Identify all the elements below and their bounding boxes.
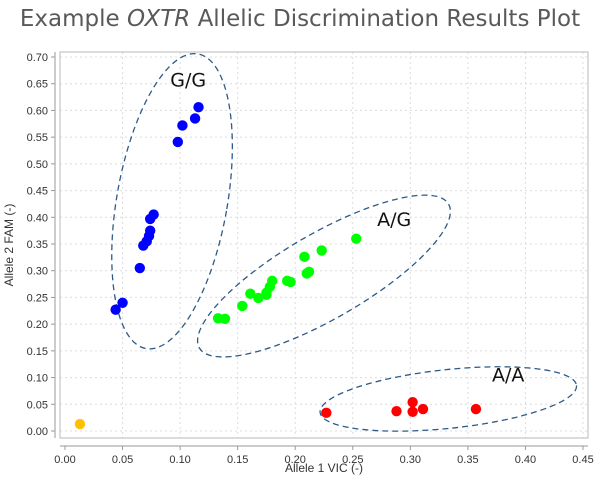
y-tick-label: 0.45 — [27, 186, 48, 198]
title-gene-name: OXTR — [126, 6, 191, 32]
y-tick-label: 0.05 — [27, 399, 48, 411]
y-tick-label: 0.30 — [27, 266, 48, 278]
x-tick-label: 0.00 — [54, 454, 75, 466]
data-point — [407, 396, 418, 408]
y-tick-label: 0.15 — [27, 346, 48, 358]
y-tick-label: 0.40 — [27, 212, 48, 224]
cluster-ellipses — [111, 52, 578, 432]
x-tick-label: 0.05 — [112, 454, 133, 466]
data-point — [301, 268, 312, 279]
y-tick-label: 0.35 — [27, 239, 48, 251]
chart-title: Example OXTR Allelic Discrimination Resu… — [0, 6, 600, 32]
data-point — [193, 102, 204, 113]
y-tick-label: 0.10 — [27, 373, 48, 385]
y-tick-label: 0.55 — [27, 132, 48, 144]
series-g-g — [110, 102, 204, 315]
data-point — [351, 233, 362, 244]
data-point — [417, 403, 429, 415]
x-tick-label: 0.20 — [285, 454, 306, 466]
y-tick-label: 0.50 — [27, 159, 48, 171]
data-point — [189, 113, 201, 124]
data-point — [285, 276, 296, 288]
y-tick-label: 0.60 — [27, 105, 48, 117]
series-a-g — [212, 233, 362, 324]
data-point — [177, 120, 188, 131]
data-point — [144, 213, 156, 225]
cluster-label-a-g: A/G — [377, 209, 411, 231]
title-part-1: Example — [19, 6, 127, 32]
x-axis-label: Allele 1 VIC (-) — [285, 461, 363, 475]
x-tick-label: 0.40 — [515, 454, 536, 466]
y-tick-label: 0.25 — [27, 292, 48, 304]
data-point — [316, 245, 327, 256]
x-tick-label: 0.25 — [342, 454, 363, 466]
plot-area — [59, 51, 589, 439]
cluster-ellipse-a-g — [196, 194, 452, 358]
title-part-3: Allelic Discrimination Results Plot — [190, 6, 581, 32]
cluster-ellipse-a-a — [319, 366, 578, 432]
data-point — [219, 313, 231, 324]
y-tick-label: 0.70 — [27, 52, 48, 64]
cluster-label-g-g: G/G — [170, 69, 206, 91]
cluster-ellipse-g-g — [111, 52, 234, 350]
cluster-label-a-a: A/A — [492, 364, 524, 386]
x-tick-label: 0.35 — [457, 454, 478, 466]
y-tick-label: 0.65 — [27, 79, 48, 91]
data-point — [74, 418, 86, 430]
data-point — [110, 304, 121, 315]
data-point — [245, 288, 256, 299]
data-point — [470, 403, 482, 415]
y-axis-label: Allele 2 FAM (-) — [2, 204, 16, 287]
series-a-a — [321, 396, 482, 419]
x-tick-label: 0.45 — [572, 454, 593, 466]
data-point — [172, 136, 184, 148]
grid-lines — [60, 52, 588, 438]
data-point — [391, 406, 402, 417]
data-point — [261, 289, 272, 300]
data-point — [134, 262, 146, 274]
series-ntc — [74, 418, 86, 430]
cluster-labels: G/G A/G A/A — [170, 69, 524, 386]
axes: 0.00 0.05 0.10 0.15 0.20 0.25 0.30 0.35 0.40 0.45… — [27, 52, 594, 466]
x-tick-label: 0.15 — [227, 454, 248, 466]
data-point — [253, 292, 264, 304]
data-point — [117, 297, 128, 308]
x-tick-label: 0.10 — [169, 454, 190, 466]
data-point — [407, 406, 418, 417]
y-tick-label: 0.00 — [27, 426, 48, 438]
data-point — [299, 251, 310, 263]
data-points — [74, 102, 482, 430]
x-tick-label: 0.30 — [400, 454, 421, 466]
y-tick-label: 0.20 — [27, 319, 48, 331]
data-point — [321, 407, 332, 419]
data-point — [138, 240, 149, 251]
data-point — [237, 300, 248, 312]
